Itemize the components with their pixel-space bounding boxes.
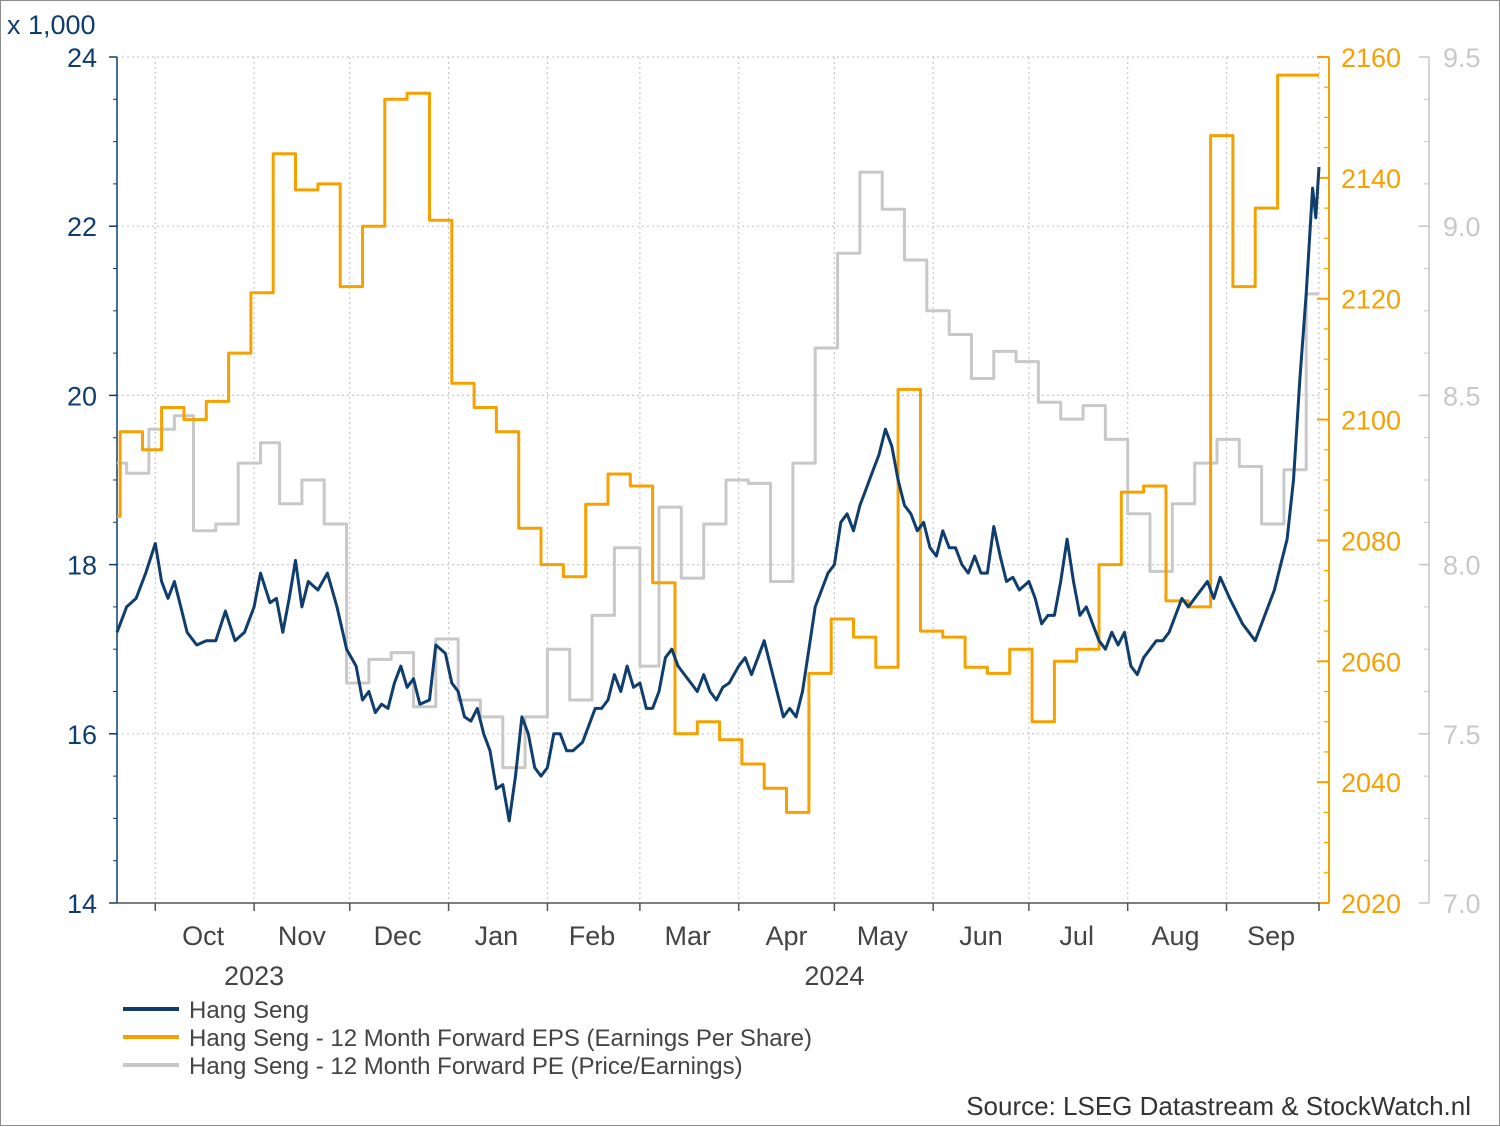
x-month-label: Aug	[1152, 921, 1200, 951]
source-caption: Source: LSEG Datastream & StockWatch.nl	[966, 1091, 1471, 1121]
series-lines	[115, 73, 1321, 823]
legend-label: Hang Seng - 12 Month Forward EPS (Earnin…	[189, 1025, 812, 1052]
pe-tick-label: 9.5	[1443, 43, 1481, 73]
left-tick-label: 14	[67, 889, 97, 919]
x-month-label: Apr	[766, 921, 808, 951]
x-month-label: Jun	[959, 921, 1003, 951]
pe-tick-label: 8.5	[1443, 381, 1481, 411]
eps-tick-label: 2080	[1341, 526, 1401, 556]
left-tick-label: 16	[67, 720, 97, 750]
gridlines	[117, 56, 1320, 904]
x-month-label: Sep	[1247, 921, 1295, 951]
x-month-label: Jan	[475, 921, 519, 951]
eps-tick-label: 2120	[1341, 285, 1401, 315]
eps-tick-label: 2040	[1341, 768, 1401, 798]
x-month-label: Mar	[664, 921, 711, 951]
x-month-label: Dec	[374, 921, 422, 951]
axes: 14 16 18 20 22 24x 1,000 2020 2040 2060 2080 2100 2…	[7, 10, 1481, 991]
pe-tick-label: 8.0	[1443, 551, 1481, 581]
x-month-label: Oct	[182, 921, 225, 951]
eps-tick-label: 2020	[1341, 889, 1401, 919]
x-month-label: Jul	[1059, 921, 1094, 951]
x-month-label: Nov	[278, 921, 327, 951]
left-tick-label: 20	[67, 381, 97, 411]
x-month-label: May	[857, 921, 909, 951]
pe-tick-label: 7.0	[1443, 889, 1481, 919]
left-tick-label: 22	[67, 212, 97, 242]
x-year-label: 2023	[224, 961, 284, 991]
pe-line	[117, 170, 1319, 770]
left-axis-unit: x 1,000	[7, 10, 96, 40]
eps-tick-label: 2100	[1341, 406, 1401, 436]
left-tick-label: 24	[67, 43, 97, 73]
hang-seng-line	[115, 166, 1321, 823]
left-tick-label: 18	[67, 551, 97, 581]
pe-tick-label: 7.5	[1443, 720, 1481, 750]
pe-tick-label: 9.0	[1443, 212, 1481, 242]
x-year-label: 2024	[804, 961, 864, 991]
eps-tick-label: 2140	[1341, 164, 1401, 194]
x-month-label: Feb	[569, 921, 616, 951]
eps-tick-label: 2060	[1341, 647, 1401, 677]
eps-line	[117, 73, 1319, 814]
eps-tick-label: 2160	[1341, 43, 1401, 73]
legend-label: Hang Seng - 12 Month Forward PE (Price/E…	[189, 1053, 743, 1080]
legend-label: Hang Seng	[189, 997, 309, 1024]
